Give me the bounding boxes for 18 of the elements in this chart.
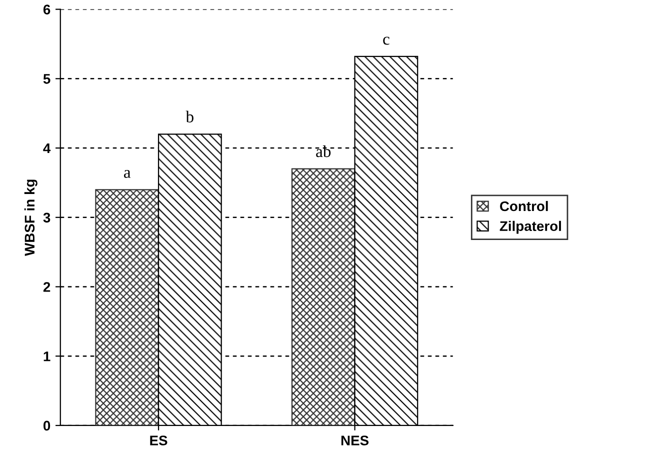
x-tick-label: NES: [341, 436, 369, 446]
bar: [291, 168, 356, 426]
y-tick-label: 4: [43, 144, 51, 154]
legend-label: Zilpaterol: [500, 220, 561, 234]
y-tick-label: 0: [43, 420, 50, 431]
y-tick-label: 2: [43, 282, 50, 292]
annotation: ab: [316, 145, 331, 158]
annotation: c: [383, 36, 390, 45]
annotation: b: [186, 110, 194, 122]
y-tick-label: 1: [44, 352, 50, 362]
y-tick-label: 6: [43, 4, 50, 14]
y-axis-title: WBSF in kg: [24, 180, 38, 256]
y-tick-label: 5: [43, 74, 50, 84]
bar: [95, 189, 160, 426]
y-tick-label: 3: [43, 212, 50, 223]
x-tick-label: ES: [150, 436, 168, 446]
annotation: a: [124, 170, 131, 178]
legend-label: Control: [500, 200, 548, 212]
